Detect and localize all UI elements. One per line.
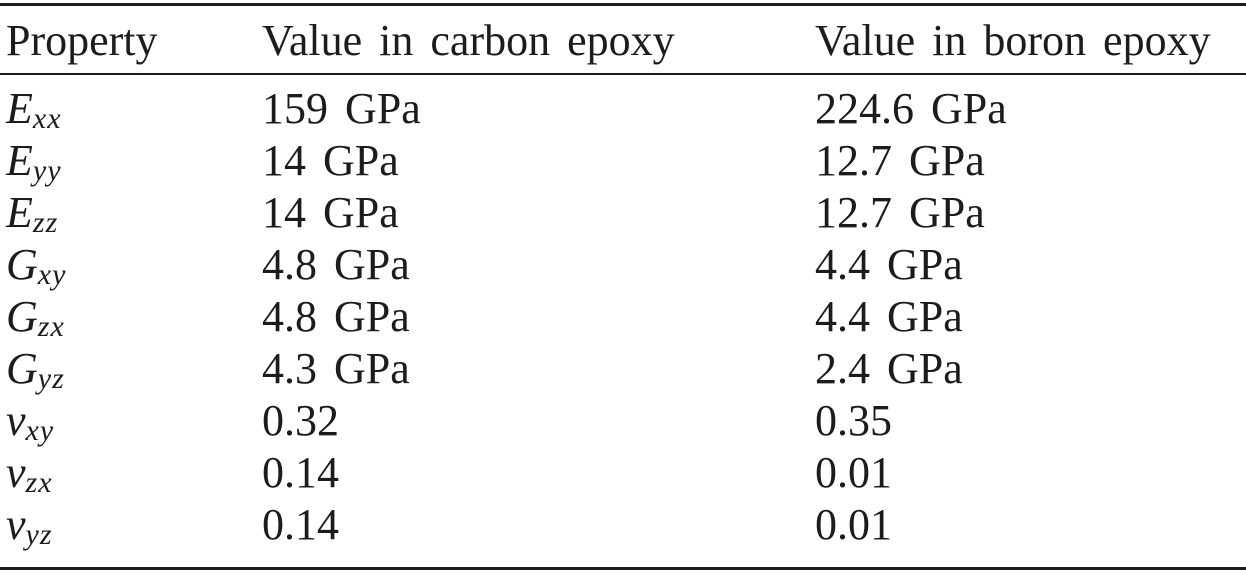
table-row: Eyy 14 GPa 12.7 GPa: [0, 135, 1246, 187]
property-subscript: xy: [37, 258, 67, 292]
property-cell: vyz: [0, 499, 262, 569]
carbon-value-cell: 0.14: [262, 500, 339, 549]
table-row: vxy 0.32 0.35: [0, 395, 1246, 447]
property-symbol: v: [6, 448, 26, 497]
property-cell: Eyy: [0, 135, 262, 187]
column-header-property: Property: [0, 4, 262, 75]
property-symbol: E: [6, 188, 33, 237]
header-row: Property Value in carbon epoxy Value in …: [0, 4, 1246, 75]
table-row: Ezz 14 GPa 12.7 GPa: [0, 187, 1246, 239]
property-subscript: xy: [25, 414, 55, 448]
property-subscript: zx: [25, 466, 53, 500]
carbon-value-cell: 159 GPa: [262, 84, 421, 133]
table-row: Exx 159 GPa 224.6 GPa: [0, 74, 1246, 135]
boron-value-cell: 12.7 GPa: [815, 136, 985, 185]
property-symbol: G: [6, 292, 38, 341]
property-symbol: E: [6, 84, 33, 133]
property-subscript: yz: [37, 362, 65, 396]
boron-value-cell: 224.6 GPa: [815, 84, 1007, 133]
property-subscript: xx: [32, 102, 62, 136]
property-cell: Ezz: [0, 187, 262, 239]
property-symbol: G: [6, 240, 38, 289]
property-cell: vzx: [0, 447, 262, 499]
property-subscript: zx: [37, 310, 65, 344]
column-header-boron-epoxy: Value in boron epoxy: [815, 4, 1246, 75]
property-cell: Gxy: [0, 239, 262, 291]
property-subscript: yz: [25, 518, 53, 552]
table-header: Property Value in carbon epoxy Value in …: [0, 4, 1246, 75]
material-properties-table: Property Value in carbon epoxy Value in …: [0, 3, 1246, 570]
carbon-value-cell: 14 GPa: [262, 136, 399, 185]
property-subscript: yy: [32, 154, 62, 188]
boron-value-cell: 4.4 GPa: [815, 292, 963, 341]
boron-value-cell: 0.35: [815, 396, 892, 445]
column-header-carbon-epoxy: Value in carbon epoxy: [262, 4, 815, 75]
property-symbol: v: [6, 396, 26, 445]
carbon-value-cell: 14 GPa: [262, 188, 399, 237]
carbon-value-cell: 4.8 GPa: [262, 240, 410, 289]
carbon-value-cell: 4.8 GPa: [262, 292, 410, 341]
property-cell: Gyz: [0, 343, 262, 395]
carbon-value-cell: 4.3 GPa: [262, 344, 410, 393]
property-cell: Exx: [0, 74, 262, 135]
boron-value-cell: 12.7 GPa: [815, 188, 985, 237]
boron-value-cell: 0.01: [815, 500, 892, 549]
property-symbol: G: [6, 344, 38, 393]
boron-value-cell: 0.01: [815, 448, 892, 497]
table-row: vyz 0.14 0.01: [0, 499, 1246, 569]
table-row: vzx 0.14 0.01: [0, 447, 1246, 499]
property-cell: vxy: [0, 395, 262, 447]
property-cell: Gzx: [0, 291, 262, 343]
table-row: Gyz 4.3 GPa 2.4 GPa: [0, 343, 1246, 395]
table-row: Gxy 4.8 GPa 4.4 GPa: [0, 239, 1246, 291]
boron-value-cell: 2.4 GPa: [815, 344, 963, 393]
carbon-value-cell: 0.14: [262, 448, 339, 497]
property-symbol: E: [6, 136, 33, 185]
table-row: Gzx 4.8 GPa 4.4 GPa: [0, 291, 1246, 343]
table-body: Exx 159 GPa 224.6 GPa Eyy 14 GPa 12.7 GP…: [0, 74, 1246, 569]
property-symbol: v: [6, 500, 26, 549]
boron-value-cell: 4.4 GPa: [815, 240, 963, 289]
property-subscript: zz: [32, 206, 59, 240]
carbon-value-cell: 0.32: [262, 396, 339, 445]
